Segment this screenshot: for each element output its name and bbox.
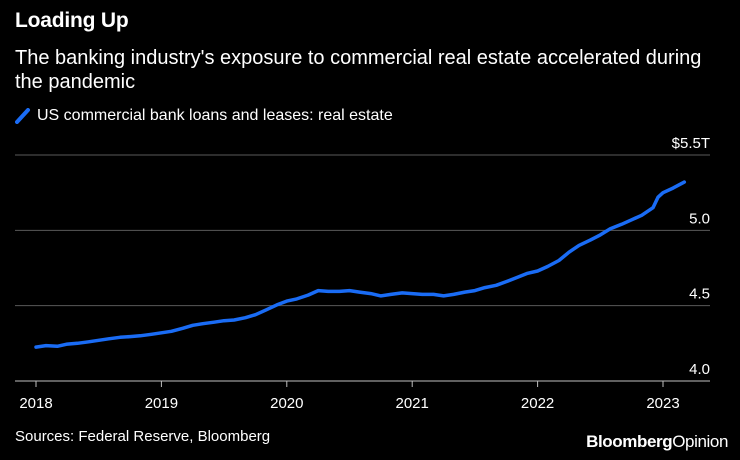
x-tick-label: 2021 bbox=[396, 395, 429, 412]
x-tick-label: 2020 bbox=[270, 395, 303, 412]
legend-swatch-icon bbox=[15, 108, 30, 124]
y-tick-label: 4.0 bbox=[689, 361, 710, 378]
bloomberg-opinion-logo: BloombergOpinion bbox=[586, 432, 728, 452]
y-tick-label: 4.5 bbox=[689, 286, 710, 303]
x-tick-label: 2018 bbox=[19, 395, 52, 412]
legend: US commercial bank loans and leases: rea… bbox=[15, 107, 393, 125]
y-tick-label: 5.0 bbox=[689, 210, 710, 227]
source-note: Sources: Federal Reserve, Bloomberg bbox=[15, 428, 271, 445]
x-tick-label: 2022 bbox=[521, 395, 554, 412]
chart-subtitle: The banking industry's exposure to comme… bbox=[15, 47, 702, 93]
chart-title: Loading Up bbox=[15, 9, 129, 32]
series-line bbox=[34, 180, 687, 349]
legend-label: US commercial bank loans and leases: rea… bbox=[37, 107, 393, 124]
x-tick-label: 2019 bbox=[145, 395, 178, 412]
x-tick-label: 2023 bbox=[646, 395, 679, 412]
logo-suffix: Opinion bbox=[672, 432, 728, 451]
logo-brand: Bloomberg bbox=[586, 432, 673, 451]
y-tick-label: $5.5T bbox=[672, 135, 710, 152]
